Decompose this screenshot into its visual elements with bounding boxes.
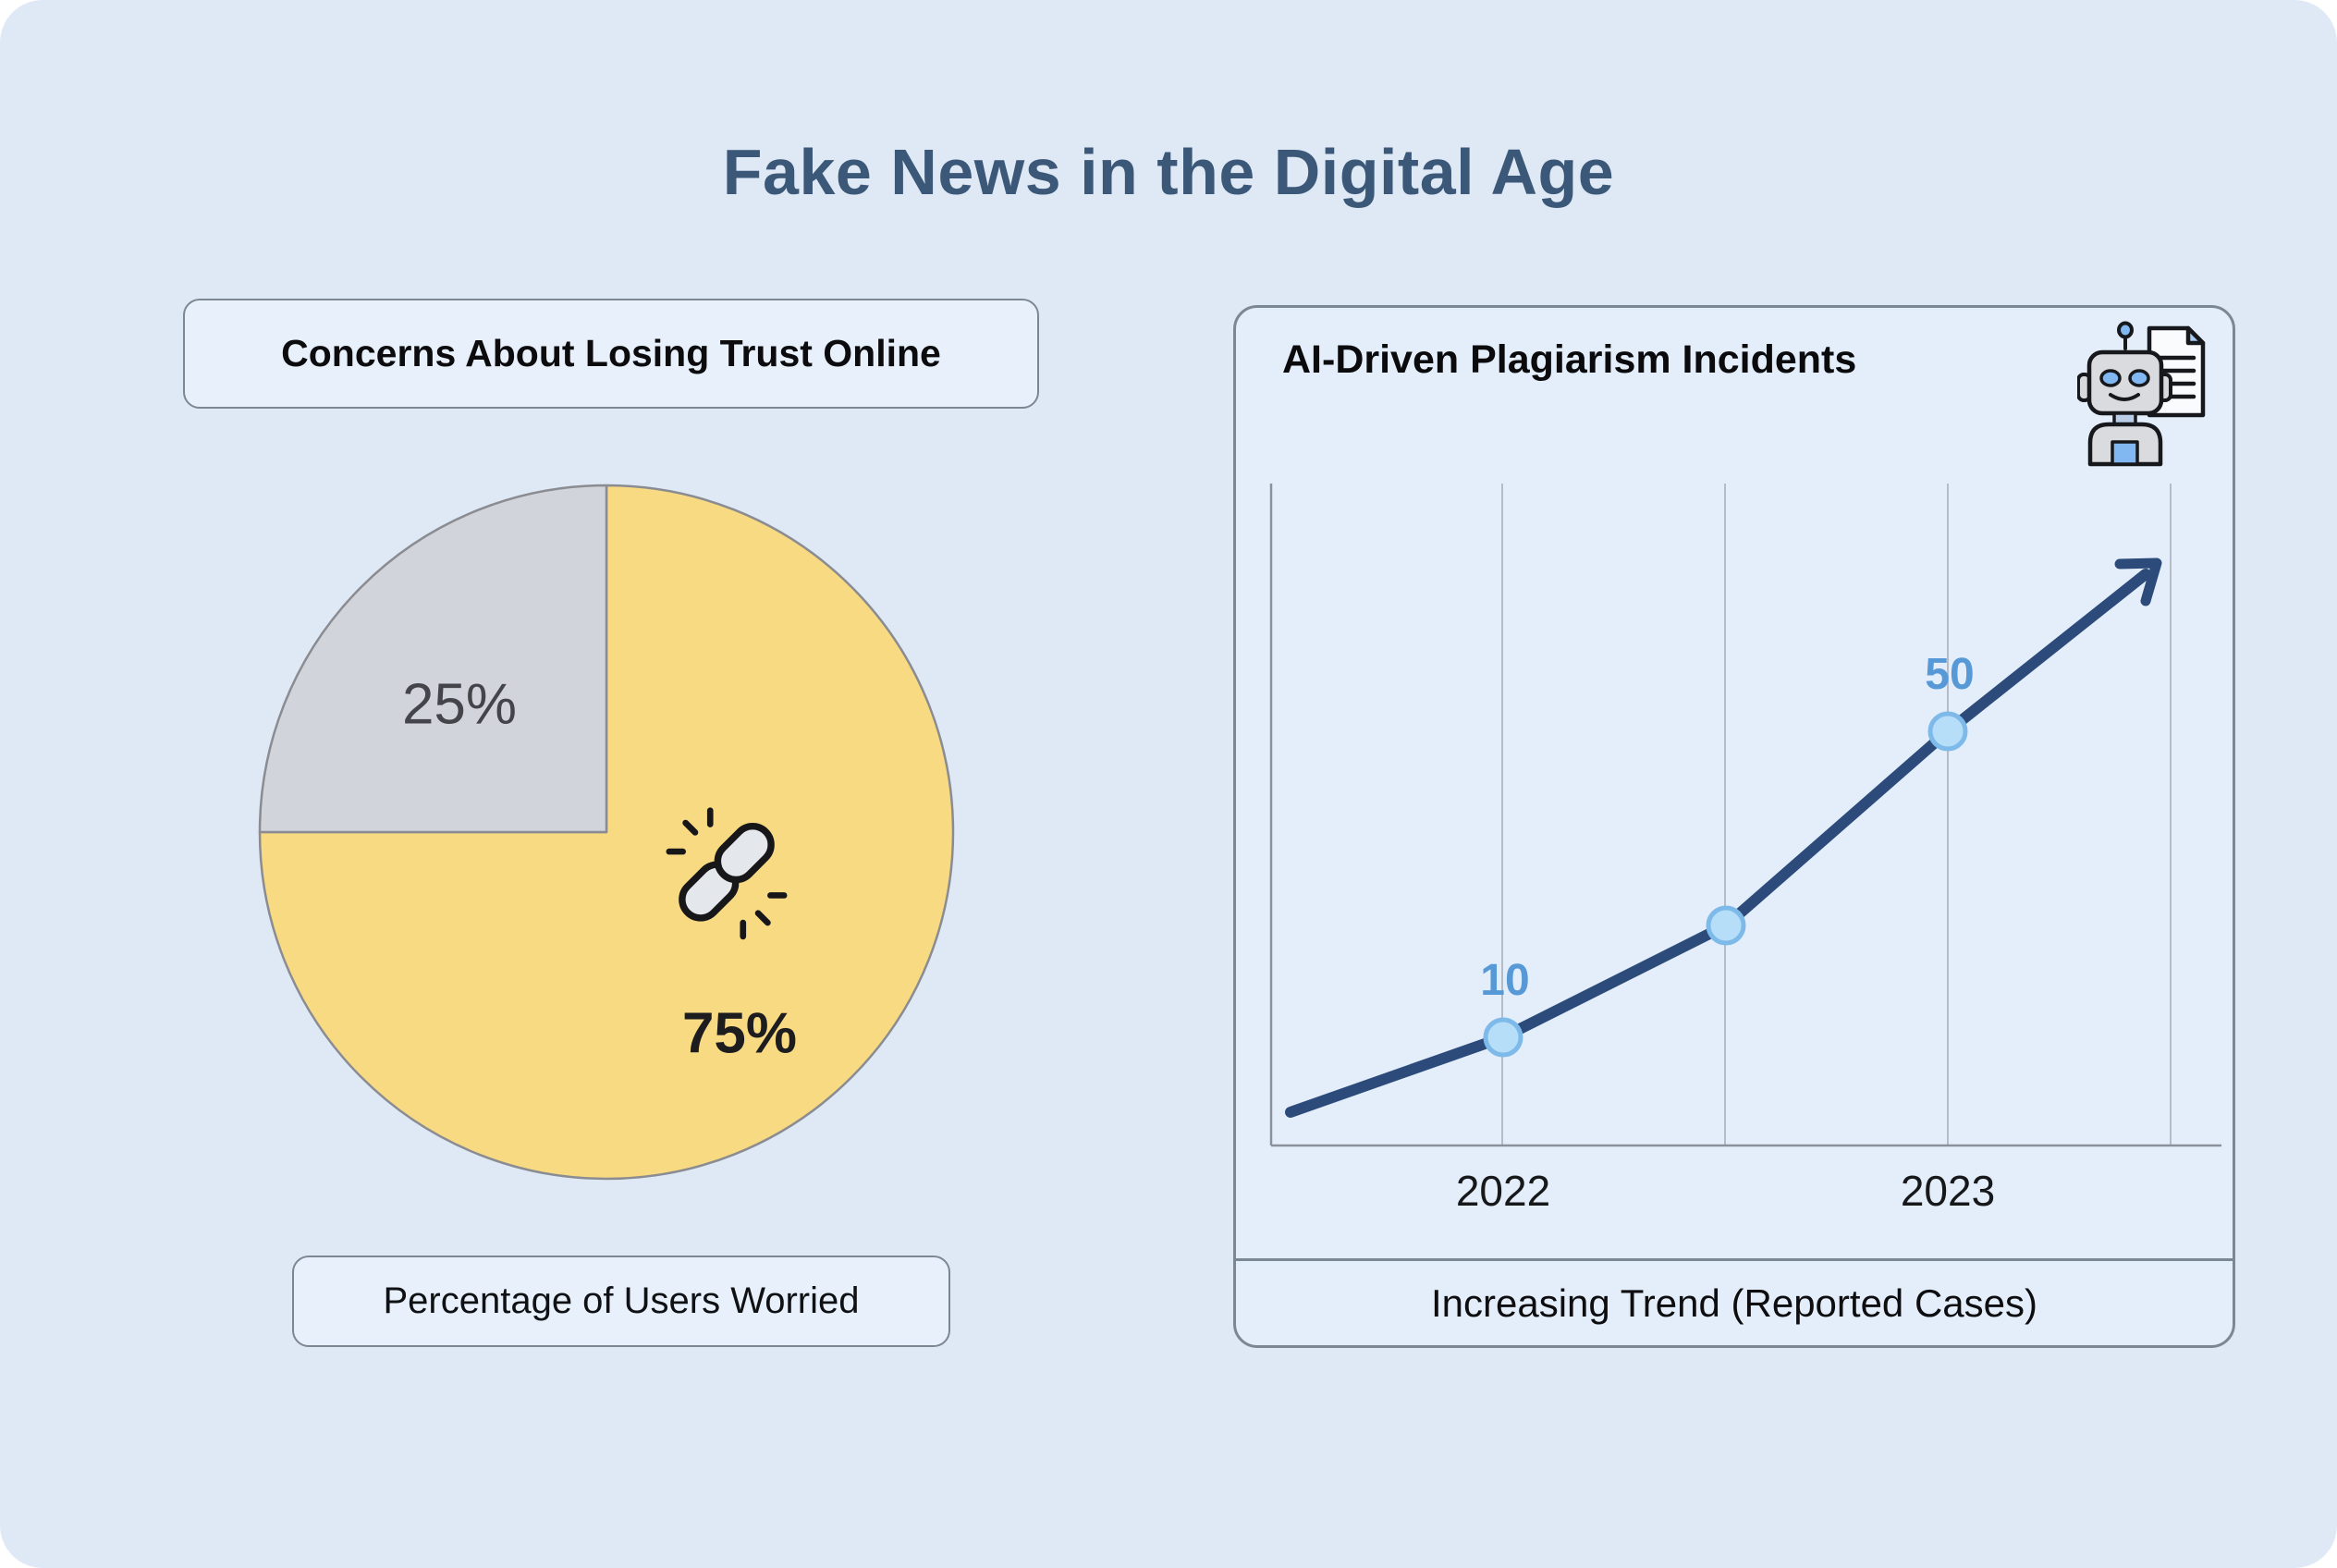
line-chart: 10 50 2022 2023: [1269, 484, 2221, 1215]
pie-section-caption-box: Percentage of Users Worried: [292, 1256, 950, 1347]
page-title: Fake News in the Digital Age: [722, 136, 1615, 208]
pie-section-header-box: Concerns About Losing Trust Online: [183, 299, 1039, 409]
data-point-2023: [1927, 711, 1968, 752]
value-label-50: 50: [1925, 650, 1974, 699]
x-tick-2022: 2022: [1456, 1167, 1550, 1215]
line-chart-caption-text: Increasing Trend (Reported Cases): [1431, 1280, 2037, 1325]
pie-section-header-text: Concerns About Losing Trust Online: [281, 332, 941, 374]
broken-chain-icon: [666, 807, 788, 940]
panel-divider: [1236, 1258, 2233, 1261]
x-tick-2023: 2023: [1901, 1167, 1995, 1215]
line-chart-panel: AI-Driven Plagiarism Incidents: [1233, 305, 2235, 1348]
robot-document-icon: [2077, 321, 2206, 467]
value-label-10: 10: [1480, 956, 1529, 1005]
pie-chart: [258, 484, 955, 1181]
pie-slice-25%: [258, 484, 608, 834]
pie-label-75: 75%: [681, 1001, 798, 1066]
pie-label-25: 25%: [401, 672, 518, 737]
pie-slice-75%: [258, 484, 955, 1181]
trend-line: [1285, 569, 2151, 1118]
line-chart-caption: Increasing Trend (Reported Cases): [1236, 1261, 2233, 1345]
data-point-mid-2022-2023: [1706, 905, 1746, 946]
pie-section-caption-text: Percentage of Users Worried: [383, 1280, 860, 1321]
line-chart-title: AI-Driven Plagiarism Incidents: [1282, 337, 1857, 382]
trend-arrow-head: [2114, 557, 2162, 606]
data-point-2022: [1483, 1017, 1523, 1058]
